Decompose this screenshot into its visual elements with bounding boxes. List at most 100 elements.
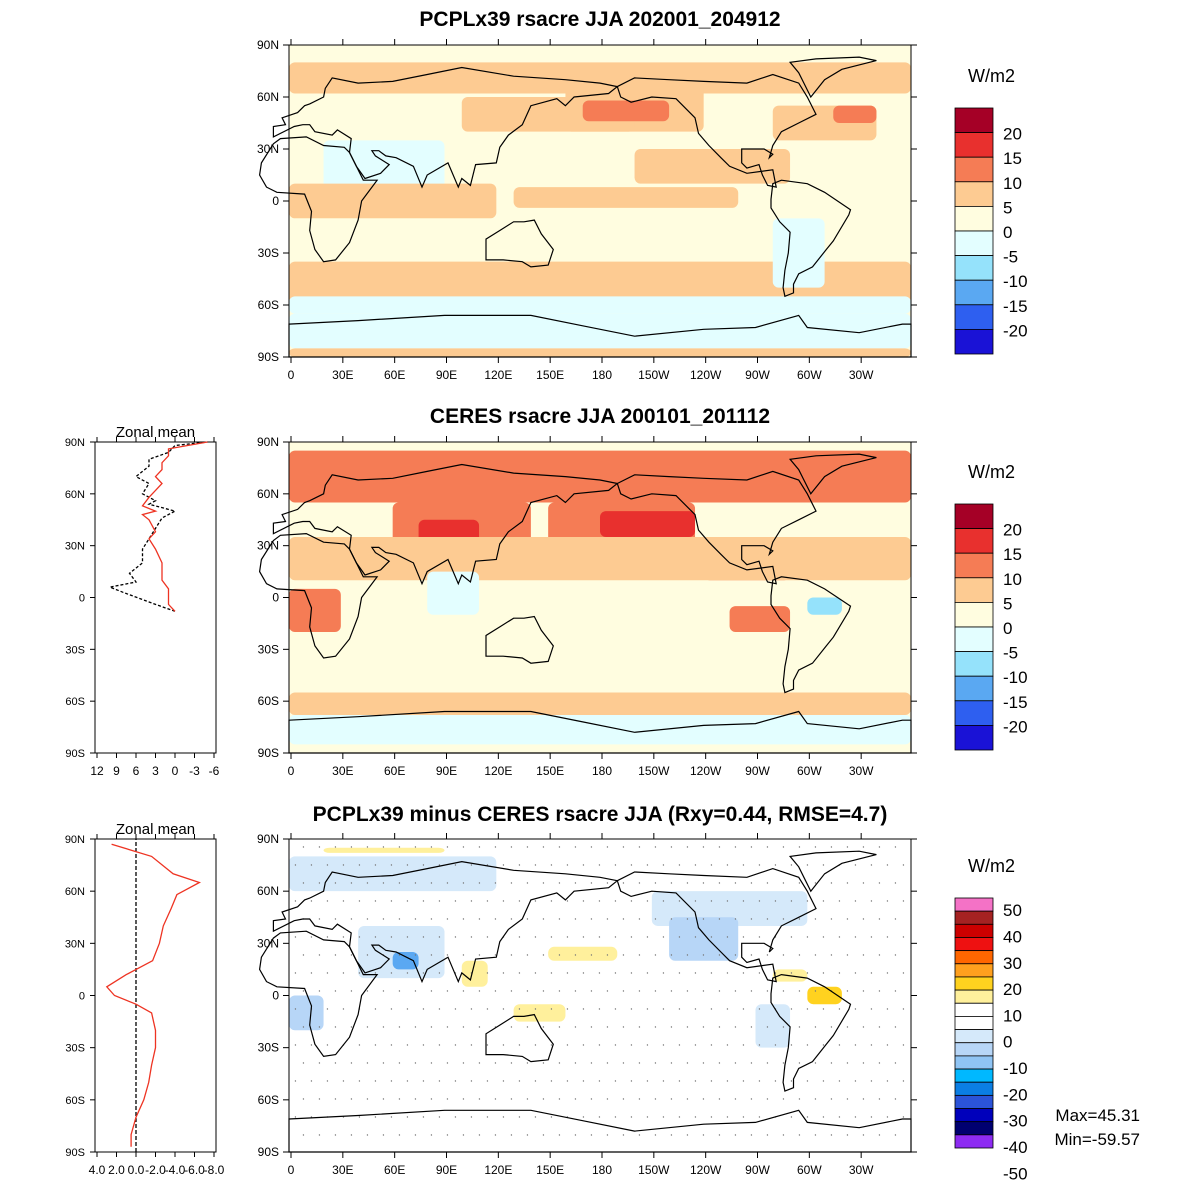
map-shade: [729, 606, 791, 633]
colorbar-label: -40: [1003, 1138, 1028, 1157]
lon-tick-label: 150E: [536, 368, 564, 382]
colorbar-swatch: [954, 1002, 994, 1017]
colorbar-1: 20 15 10 5 0 -5 -10 -15 -20: [954, 107, 1028, 355]
colorbar-label: -20: [1003, 321, 1028, 340]
lon-tick-label: 90W: [745, 368, 770, 382]
lon-tick-label: 180: [592, 764, 612, 778]
colorbar-label: 10: [1003, 174, 1022, 193]
lat-tick-label: 90S: [65, 748, 85, 760]
colorbar-swatch: [954, 181, 994, 207]
x-tick-label: -2.0: [145, 1163, 166, 1177]
colorbar-swatch: [954, 1081, 994, 1096]
lon-tick-label: 120W: [690, 764, 722, 778]
lat-tick-label: 90N: [65, 834, 85, 846]
x-tick-label: -6.0: [184, 1163, 205, 1177]
lat-tick-label: 30S: [258, 246, 279, 260]
colorbar-swatch: [954, 989, 994, 1004]
map-shade: [289, 348, 911, 357]
zonal-mean-panel-3: Zonal mean 90N 60N 30N 0 30S 60S 90S 4.0 2.0 0.0 -2…: [65, 821, 225, 1177]
colorbar-label: 40: [1003, 927, 1022, 946]
coastline: [770, 179, 852, 298]
map-shade: [427, 571, 480, 615]
lon-tick-label: 90W: [745, 1163, 770, 1177]
lon-tick-label: 60E: [384, 764, 405, 778]
coastline: [770, 973, 852, 1092]
x-tick-label: -8.0: [204, 1163, 225, 1177]
colorbar-swatch: [954, 205, 994, 232]
lat-tick-label: 60S: [258, 694, 279, 708]
lon-tick-label: 60W: [797, 1163, 822, 1177]
colorbar-swatch: [954, 255, 994, 281]
colorbar-swatch: [954, 725, 994, 751]
lon-tick-label: 0: [288, 764, 295, 778]
lat-tick-label: 0: [272, 591, 279, 605]
map-shade: [289, 450, 911, 503]
colorbar-swatch: [954, 1108, 994, 1123]
panel3-unit: W/m2: [968, 856, 1015, 876]
map-shade: [289, 588, 341, 633]
colorbar-label: -15: [1003, 693, 1028, 712]
lon-tick-label: 180: [592, 368, 612, 382]
colorbar-swatch: [954, 156, 994, 183]
colorbar-swatch: [954, 1134, 994, 1149]
map-shade: [289, 183, 497, 219]
lon-tick-label: 90E: [436, 368, 457, 382]
colorbar-swatch: [954, 675, 994, 702]
panel2-title: CERES rsacre JJA 200101_201112: [429, 405, 771, 428]
x-tick-label: 3: [152, 764, 159, 778]
lat-tick-label: 60N: [65, 489, 85, 501]
lat-tick-label: 90S: [258, 746, 279, 760]
lon-tick-label: 120W: [690, 368, 722, 382]
lat-tick-label: 30S: [258, 642, 279, 656]
map-shade: [289, 296, 911, 314]
lon-tick-label: 30W: [849, 1163, 874, 1177]
lat-tick-label: 60S: [65, 696, 85, 708]
lat-tick-label: 30S: [65, 1043, 85, 1055]
lat-tick-label: 30S: [65, 644, 85, 656]
lon-tick-label: 90E: [436, 764, 457, 778]
lat-tick-label: 30N: [257, 936, 279, 950]
lat-tick-label: 60S: [258, 1093, 279, 1107]
lon-tick-label: 60W: [797, 764, 822, 778]
lat-tick-label: 30N: [65, 541, 85, 553]
map-shade: [582, 100, 670, 122]
colorbar-swatch: [954, 132, 994, 158]
lon-tick-label: 150W: [638, 1163, 670, 1177]
lat-tick-label: 0: [272, 194, 279, 208]
colorbar-swatch: [954, 950, 994, 965]
colorbar-swatch: [954, 602, 994, 628]
colorbar-label: 15: [1003, 149, 1022, 168]
colorbar-swatch: [954, 1068, 994, 1083]
colorbar-label: -15: [1003, 297, 1028, 316]
max-value: Max=45.31: [1055, 1106, 1140, 1125]
x-tick-label: -4.0: [165, 1163, 186, 1177]
x-tick-label: 0.0: [128, 1163, 145, 1177]
panel3-title: PCPLx39 minus CERES rsacre JJA (Rxy=0.44…: [312, 803, 888, 826]
colorbar-swatch: [954, 304, 994, 330]
colorbar-swatch: [954, 897, 994, 912]
map-shade: [513, 187, 739, 208]
colorbar-swatch: [954, 552, 994, 579]
coastline: [485, 615, 554, 664]
lon-tick-label: 0: [288, 368, 295, 382]
colorbar-label: -5: [1003, 248, 1018, 267]
colorbar-2: 20 15 10 5 0 -5 -10 -15 -20: [954, 503, 1028, 751]
lon-tick-label: 150E: [536, 1163, 564, 1177]
map-panel-2: 90N 60N 30N 0 30S 60S 90S 0 30E 60E 90E 120E 150E 180…: [257, 435, 917, 778]
zonal-frame: [94, 441, 217, 754]
coastline: [272, 66, 619, 189]
coastline: [770, 576, 852, 694]
map-panel-3: 90N 60N 30N 0 30S 60S 90S 0 30E 60E 90E 120E 150E 180…: [257, 832, 917, 1177]
x-tick-label: 6: [133, 764, 140, 778]
map-shade: [289, 261, 911, 305]
coastline: [485, 219, 554, 268]
colorbar-swatch: [954, 577, 994, 603]
colorbar-label: 0: [1003, 223, 1012, 242]
panel1-title: PCPLx39 rsacre JJA 202001_204912: [419, 8, 781, 31]
coastline: [616, 470, 817, 585]
colorbar-3: 50 40 30 20 10 0 -10 -20 -30 -40 -50: [954, 897, 1028, 1183]
colorbar-label: -10: [1003, 272, 1028, 291]
colorbar-swatch: [954, 230, 994, 257]
zonal-mean-line: [141, 441, 208, 612]
colorbar-swatch: [954, 910, 994, 925]
